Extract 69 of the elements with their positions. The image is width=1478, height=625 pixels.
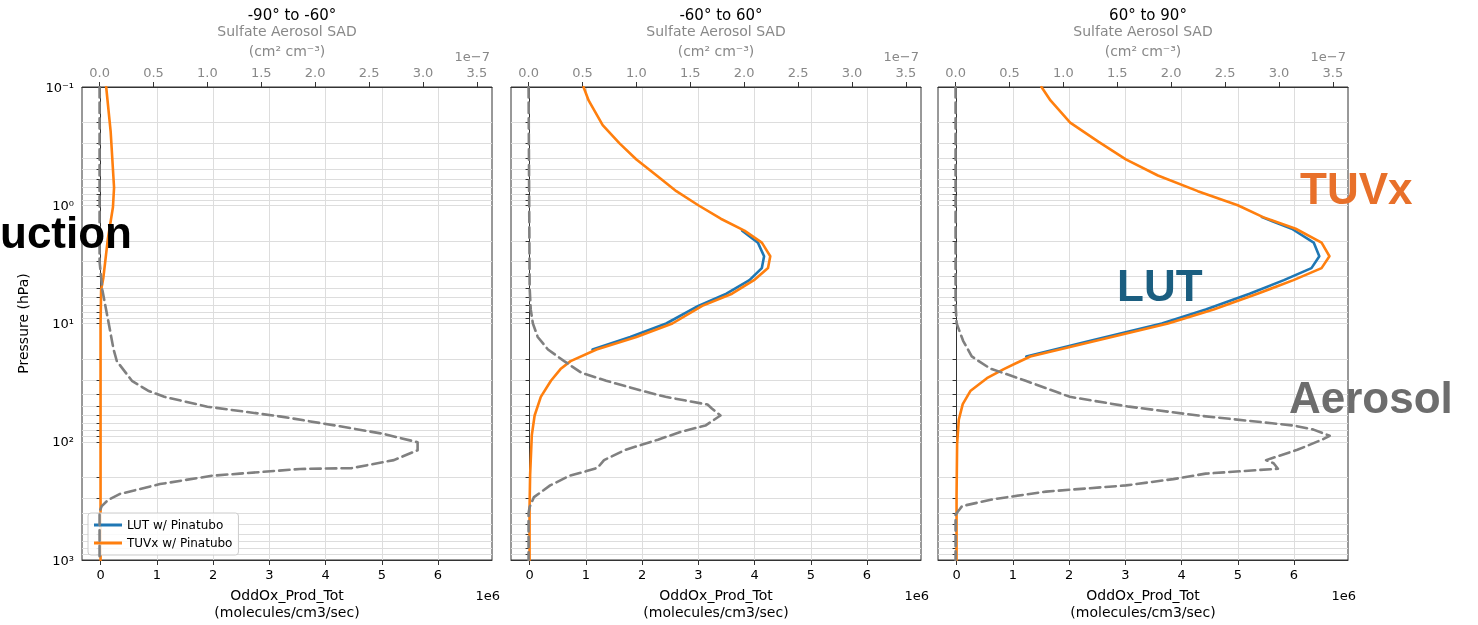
x2-tick-label: 0.5	[143, 65, 164, 80]
legend-label: TUVx w/ Pinatubo	[126, 536, 233, 550]
x-tick-label: 6	[1289, 567, 1299, 582]
y-axis-title: Pressure (hPa)	[15, 273, 31, 374]
x-tick-label: 3	[265, 567, 274, 582]
x-tick-label: 2	[208, 567, 218, 582]
x-axis-title: OddOx_Prod_Tot (molecules/cm3/sec)	[214, 586, 360, 620]
x-tick-label: 4	[1177, 567, 1186, 582]
x-tick-label: 3	[694, 567, 703, 582]
x-tick-label: 2	[1064, 567, 1074, 582]
annotation: TUVx	[1300, 163, 1413, 213]
x2-tick-label: 2.0	[304, 65, 326, 80]
x2-tick-label: 0.0	[518, 65, 539, 80]
x-tick-label: 3	[1121, 567, 1130, 582]
x2-tick-label: 1.5	[1106, 65, 1128, 80]
x-tick-label: 6	[862, 567, 872, 582]
x2-tick-label: 1.0	[1053, 65, 1074, 80]
y-tick-label: 10¹	[52, 316, 74, 331]
x-tick-label: 5	[806, 567, 815, 582]
chart-title: -90° to -60°	[247, 5, 337, 24]
legend-label: LUT w/ Pinatubo	[127, 518, 224, 532]
x2-tick-label: 2.0	[1160, 65, 1182, 80]
x2-tick-label: 1.0	[197, 65, 218, 80]
x-tick-label: 5	[1233, 567, 1242, 582]
x-axis-title: OddOx_Prod_Tot (molecules/cm3/sec)	[1070, 586, 1216, 620]
x2-tick-label: 0.0	[945, 65, 966, 80]
x-tick-label: 2	[637, 567, 647, 582]
y-tick-label: 10²	[52, 434, 74, 450]
text: 1e−7	[454, 48, 490, 64]
x2-tick-label: 1.5	[679, 65, 701, 80]
x-tick-label: 1	[152, 567, 161, 582]
x-tick-label: 4	[321, 567, 330, 582]
x2-tick-label: 0.5	[999, 65, 1020, 80]
x-tick-label: 0	[96, 567, 105, 582]
x2-tick-label: 2.5	[1214, 65, 1236, 80]
text: 1e6	[475, 587, 500, 603]
x-tick-label: 5	[377, 567, 386, 582]
annotation: LUT	[1117, 260, 1203, 310]
text: 1e−7	[883, 48, 919, 64]
x-tick-label: 1	[1008, 567, 1017, 582]
x-tick-label: 6	[433, 567, 443, 582]
x-tick-label: 0	[525, 567, 534, 582]
text: 1e6	[1331, 587, 1356, 603]
text: 1e6	[904, 587, 929, 603]
x-tick-label: 4	[750, 567, 759, 582]
x2-tick-label: 0.5	[572, 65, 593, 80]
x2-tick-label: 2.5	[358, 65, 380, 80]
x2-tick-label: 1.0	[626, 65, 647, 80]
chart-title: -60° to 60°	[679, 5, 763, 24]
x2-tick-label: 3.5	[895, 65, 917, 80]
y-tick-label: 10³	[52, 552, 74, 568]
x-axis-title: OddOx_Prod_Tot (molecules/cm3/sec)	[643, 586, 789, 620]
x2-tick-label: 1.5	[250, 65, 272, 80]
x2-axis-title: Sulfate Aerosol SAD (cm² cm⁻³)	[1073, 23, 1213, 60]
y-tick-label: 10⁻¹	[45, 79, 74, 95]
x-tick-label: 0	[952, 567, 961, 582]
chart-title: 60° to 90°	[1109, 5, 1187, 24]
x2-tick-label: 3.0	[841, 65, 863, 80]
x2-tick-label: 3.0	[412, 65, 434, 80]
x2-tick-label: 0.0	[89, 65, 110, 80]
x2-tick-label: 2.0	[733, 65, 755, 80]
x2-tick-label: 2.5	[787, 65, 809, 80]
x2-tick-label: 3.5	[1322, 65, 1344, 80]
x2-tick-label: 3.5	[466, 65, 488, 80]
x2-tick-label: 3.0	[1268, 65, 1290, 80]
x2-axis-title: Sulfate Aerosol SAD (cm² cm⁻³)	[646, 23, 786, 60]
x2-axis-title: Sulfate Aerosol SAD (cm² cm⁻³)	[217, 23, 357, 60]
x-tick-label: 1	[581, 567, 590, 582]
text: 1e−7	[1310, 48, 1346, 64]
